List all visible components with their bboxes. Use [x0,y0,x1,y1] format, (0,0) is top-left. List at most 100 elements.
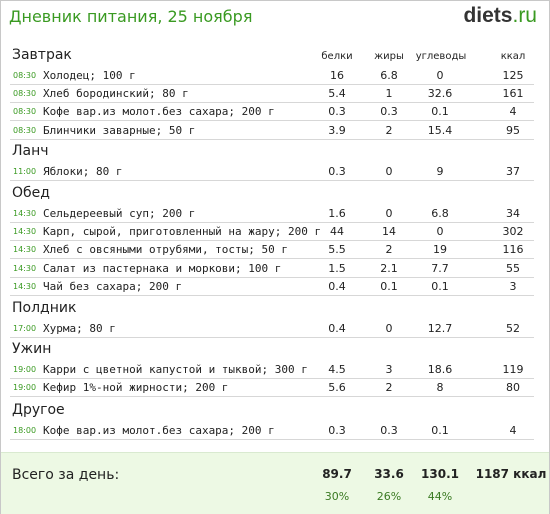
fat-value: 2.1 [380,261,398,275]
site-logo[interactable]: diets.ru [463,4,537,28]
food-row[interactable]: 14:30 Салат из пастернака и моркови; 100 … [10,259,534,278]
total-fat: 33.6 [374,467,404,481]
carbs-value: 0 [436,225,444,239]
col-header-carbs: углеводы [415,51,467,62]
food-row[interactable]: 08:30 Хлеб бородинский; 80 г 5.4 1 32.6 161 [10,84,534,104]
protein-value: 1.5 [328,261,346,275]
kcal-value: 4 [509,105,517,119]
fat-value: 2 [385,243,393,257]
meal-title: Обед [12,185,50,201]
food-name: Яблоки; 80 г [43,165,123,178]
food-name: Блинчики заварные; 50 г [43,123,196,137]
totals-label: Всего за день: [12,467,120,483]
food-row[interactable]: 08:30 Холодец; 100 г 16 6.8 0 125 [10,66,534,85]
entry-time: 14:30 [13,227,37,237]
food-name: Хурма; 80 г [43,322,116,335]
total-protein: 89.7 [322,467,352,481]
carbs-value: 19 [433,243,447,257]
protein-percent: 30% [324,490,350,503]
protein-value: 0.3 [328,105,346,119]
kcal-value: 161 [502,87,524,101]
food-row[interactable]: 17:00 Хурма; 80 г 0.4 0 12.7 52 [10,319,534,338]
meal-title: Ужин [12,341,52,357]
food-row[interactable]: 11:00 Яблоки; 80 г 0.3 0 9 37 [10,162,534,181]
total-carbs: 130.1 [421,467,459,481]
kcal-value: 34 [506,207,520,220]
entry-time: 19:00 [13,383,37,393]
entry-time: 14:30 [13,209,37,218]
daily-totals: Всего за день: 89.7 33.6 130.1 1187 ккал… [1,452,549,514]
protein-value: 3.9 [328,123,346,137]
entry-time: 17:00 [13,324,37,333]
protein-value: 0.4 [328,279,346,293]
food-row[interactable]: 19:00 Кефир 1%-ной жирности; 200 г 5.6 2 8 80 [10,378,534,398]
entry-time: 14:30 [13,245,37,255]
food-row[interactable]: 14:30 Сельдереевый суп; 200 г 1.6 0 6.8 34 [10,204,534,223]
page-title: Дневник питания, 25 ноября [9,7,253,26]
protein-value: 44 [330,225,344,239]
fat-value: 14 [382,225,396,239]
col-header-kcal: ккал [500,51,526,62]
food-name: Хлеб бородинский; 80 г [43,87,189,101]
protein-value: 5.6 [328,381,346,395]
fat-percent: 26% [376,490,402,503]
protein-value: 5.4 [328,87,346,101]
protein-value: 5.5 [328,243,346,257]
kcal-value: 125 [502,69,524,82]
carbs-value: 6.8 [431,207,449,220]
col-header-protein: белки [321,51,353,62]
entry-time: 19:00 [13,365,37,374]
entry-time: 18:00 [13,426,37,435]
logo-text: diets [463,4,513,27]
food-name: Чай без сахара; 200 г [43,279,183,293]
carbs-value: 12.7 [427,322,453,335]
food-row[interactable]: 08:30 Кофе вар.из молот.без сахара; 200 г… [10,102,534,122]
carbs-value: 9 [436,165,444,178]
food-name: Кофе вар.из молот.без сахара; 200 г [43,105,275,119]
protein-value: 0.3 [328,424,346,437]
protein-value: 1.6 [328,207,346,220]
kcal-value: 95 [506,123,520,137]
food-row[interactable]: 19:00 Карри с цветной капустой и тыквой; … [10,360,534,379]
entry-time: 08:30 [13,71,37,80]
logo-domain: .ru [512,4,537,27]
carbs-value: 0.1 [431,424,449,437]
fat-value: 0 [385,207,393,220]
entry-time: 14:30 [13,281,37,291]
entry-time: 08:30 [13,89,37,99]
kcal-value: 119 [502,363,524,376]
kcal-value: 116 [502,243,524,257]
fat-value: 0.3 [380,424,398,437]
food-row[interactable]: 08:30 Блинчики заварные; 50 г 3.9 2 15.4 95 [10,121,534,140]
fat-value: 0 [385,165,393,178]
food-name: Кефир 1%-ной жирности; 200 г [43,381,229,395]
protein-value: 16 [330,69,344,82]
kcal-value: 302 [502,225,524,239]
food-row[interactable]: 14:30 Чай без сахара; 200 г 0.4 0.1 0.1 3 [10,277,534,296]
food-name: Карп, сырой, приготовленный на жару; 200… [43,225,322,239]
carbs-percent: 44% [427,490,453,503]
meal-title: Другое [12,402,65,418]
fat-value: 0 [385,322,393,335]
kcal-value: 52 [506,322,520,335]
entry-time: 14:30 [13,263,37,273]
kcal-value: 3 [509,279,517,293]
food-row[interactable]: 14:30 Хлеб с овсяными отрубями, тосты; 50… [10,240,534,260]
fat-value: 1 [385,87,393,101]
food-name: Холодец; 100 г [43,69,136,82]
meal-title: Завтрак [12,47,72,63]
meal-title: Полдник [12,300,77,316]
carbs-value: 15.4 [427,123,453,137]
meal-title: Ланч [12,143,49,159]
carbs-value: 18.6 [427,363,453,376]
fat-value: 2 [385,123,393,137]
protein-value: 0.3 [328,165,346,178]
carbs-value: 0 [436,69,444,82]
entry-time: 11:00 [13,167,37,176]
fat-value: 6.8 [380,69,398,82]
total-kcal: 1187 ккал [475,467,547,481]
food-row[interactable]: 18:00 Кофе вар.из молот.без сахара; 200 г… [10,421,534,440]
food-row[interactable]: 14:30 Карп, сырой, приготовленный на жару… [10,222,534,242]
carbs-value: 0.1 [431,279,449,293]
